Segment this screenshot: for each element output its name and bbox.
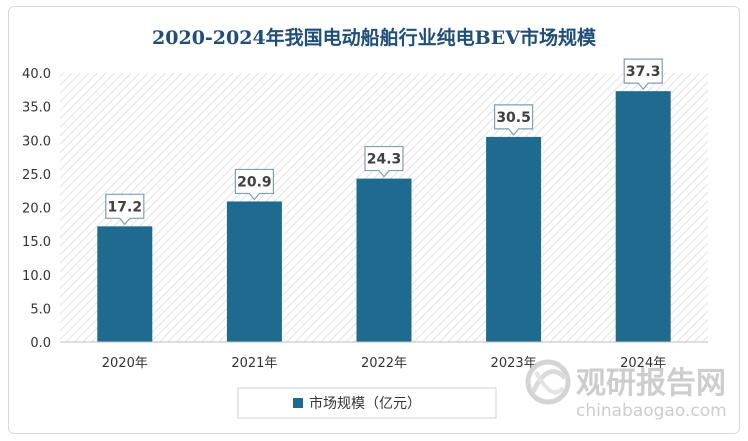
legend-box bbox=[237, 387, 497, 419]
x-axis-ticks: 2020年 2021年 2022年 2023年 2024年 bbox=[102, 356, 666, 371]
data-label-text: 37.3 bbox=[626, 64, 661, 80]
data-label-text: 24.3 bbox=[367, 152, 402, 168]
y-tick-label: 35.0 bbox=[22, 101, 51, 116]
x-tick-label: 2023年 bbox=[491, 356, 537, 371]
bar bbox=[226, 201, 282, 342]
data-label: 20.9 bbox=[234, 168, 274, 201]
data-label: 37.3 bbox=[623, 58, 663, 91]
legend: 市场规模（亿元） bbox=[237, 387, 497, 419]
watermark: 观研报告网 chinabaogao.com bbox=[525, 359, 727, 421]
data-label-box bbox=[494, 104, 534, 136]
data-label-box bbox=[234, 168, 274, 201]
x-tick-label: 2021年 bbox=[231, 356, 277, 371]
data-label: 24.3 bbox=[364, 145, 404, 178]
data-label-text: 30.5 bbox=[496, 110, 531, 126]
y-tick-label: 0.0 bbox=[30, 336, 51, 351]
watermark-name: 观研报告网 bbox=[576, 366, 726, 401]
y-tick-label: 5.0 bbox=[30, 302, 51, 317]
data-label-text: 20.9 bbox=[237, 174, 272, 190]
y-tick-label: 25.0 bbox=[22, 168, 51, 183]
bar bbox=[615, 91, 671, 342]
x-tick-label: 2024年 bbox=[620, 356, 666, 371]
y-tick-label: 20.0 bbox=[22, 202, 51, 217]
data-label: 17.2 bbox=[105, 193, 145, 226]
y-axis-ticks: 0.0 5.0 10.0 15.0 20.0 25.0 30.0 35.0 40.0 bbox=[22, 67, 51, 351]
chart-title: 2020-2024年我国电动船舶行业纯电BEV市场规模 bbox=[152, 26, 597, 49]
legend-swatch bbox=[293, 398, 303, 408]
y-tick-label: 10.0 bbox=[22, 269, 51, 284]
swirl-logo-icon bbox=[525, 359, 571, 405]
x-tick-label: 2020年 bbox=[102, 356, 148, 371]
y-tick-label: 40.0 bbox=[22, 67, 51, 82]
legend-label: 市场规模（亿元） bbox=[309, 395, 421, 412]
data-label: 30.5 bbox=[494, 104, 534, 136]
y-tick-label: 30.0 bbox=[22, 134, 51, 149]
x-tick-label: 2022年 bbox=[361, 356, 407, 371]
data-label-box bbox=[364, 145, 404, 178]
watermark-domain: chinabaogao.com bbox=[576, 401, 727, 421]
data-label-box bbox=[623, 58, 663, 91]
bar bbox=[356, 178, 412, 342]
y-tick-label: 15.0 bbox=[22, 235, 51, 250]
bars bbox=[97, 91, 671, 342]
data-label-text: 17.2 bbox=[108, 199, 143, 215]
data-label-box bbox=[105, 193, 145, 226]
bar bbox=[486, 136, 542, 342]
data-labels: 17.2 20.9 24.3 30.5 37.3 bbox=[105, 58, 663, 226]
bar bbox=[97, 226, 153, 342]
